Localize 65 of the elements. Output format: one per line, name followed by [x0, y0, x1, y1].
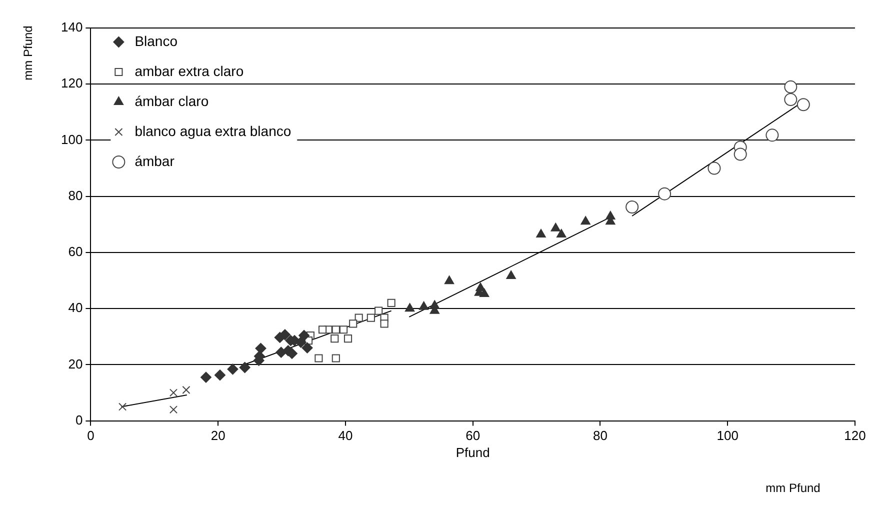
point: [340, 326, 348, 334]
text: mm Pfund: [766, 481, 820, 496]
x-tick-label: 120: [844, 428, 866, 444]
y-tick-label: 80: [68, 188, 83, 203]
point: [734, 148, 747, 161]
x-tick-label: 0: [87, 428, 94, 444]
point: [506, 270, 516, 280]
point: [430, 300, 440, 309]
text: mm Pfund: [21, 26, 35, 80]
point: [444, 276, 454, 284]
point: [380, 320, 388, 328]
point: [374, 306, 383, 315]
point: [169, 388, 178, 397]
x-tick-label: 100: [716, 428, 738, 444]
point: [550, 222, 560, 232]
point: [255, 342, 266, 354]
point: [418, 301, 429, 310]
x-tick-label: 20: [210, 428, 226, 444]
point: [580, 216, 590, 225]
legend-label: blanco agua extra blanco: [134, 122, 292, 139]
point: [708, 162, 721, 175]
point: [556, 229, 566, 238]
point: [295, 336, 306, 348]
legend-label: ámbar claro: [134, 92, 209, 109]
point: [200, 372, 212, 383]
y-tick-label: 40: [68, 300, 83, 316]
point: [332, 354, 340, 362]
y-tick-label: 0: [75, 412, 83, 428]
y-tick-label: 20: [68, 356, 83, 372]
x-axis-title: Pfund: [456, 444, 490, 460]
point: [298, 330, 310, 342]
x-tick-label: 60: [466, 428, 480, 444]
point: [796, 98, 810, 112]
y-tick-label: 60: [68, 244, 83, 260]
point: [404, 303, 415, 312]
point: [118, 402, 127, 411]
legend-label: ámbar: [134, 152, 175, 169]
point: [784, 80, 798, 94]
legend-label: Blanco: [134, 32, 178, 49]
point: [318, 326, 327, 334]
point: [330, 334, 339, 343]
x-tick-label: 80: [592, 428, 608, 444]
point: [182, 386, 190, 394]
point: [658, 187, 672, 200]
y-tick-label: 140: [60, 20, 83, 35]
y-tick-label: 120: [60, 76, 83, 91]
point: [387, 298, 396, 307]
point: [626, 200, 639, 214]
point: [227, 364, 238, 375]
point: [784, 93, 798, 106]
point: [169, 406, 178, 414]
point: [536, 229, 546, 238]
point: [766, 128, 779, 142]
point: [354, 314, 363, 322]
point: [344, 334, 352, 343]
point: [239, 362, 250, 373]
x-tick-label: 40: [338, 428, 353, 444]
legend-label: ambar extra claro: [134, 62, 244, 79]
point: [214, 370, 226, 381]
point: [302, 342, 313, 354]
point: [314, 354, 323, 362]
y-tick-label: 100: [60, 132, 83, 147]
point: [366, 314, 375, 322]
point: [349, 320, 358, 328]
point: [332, 326, 340, 334]
